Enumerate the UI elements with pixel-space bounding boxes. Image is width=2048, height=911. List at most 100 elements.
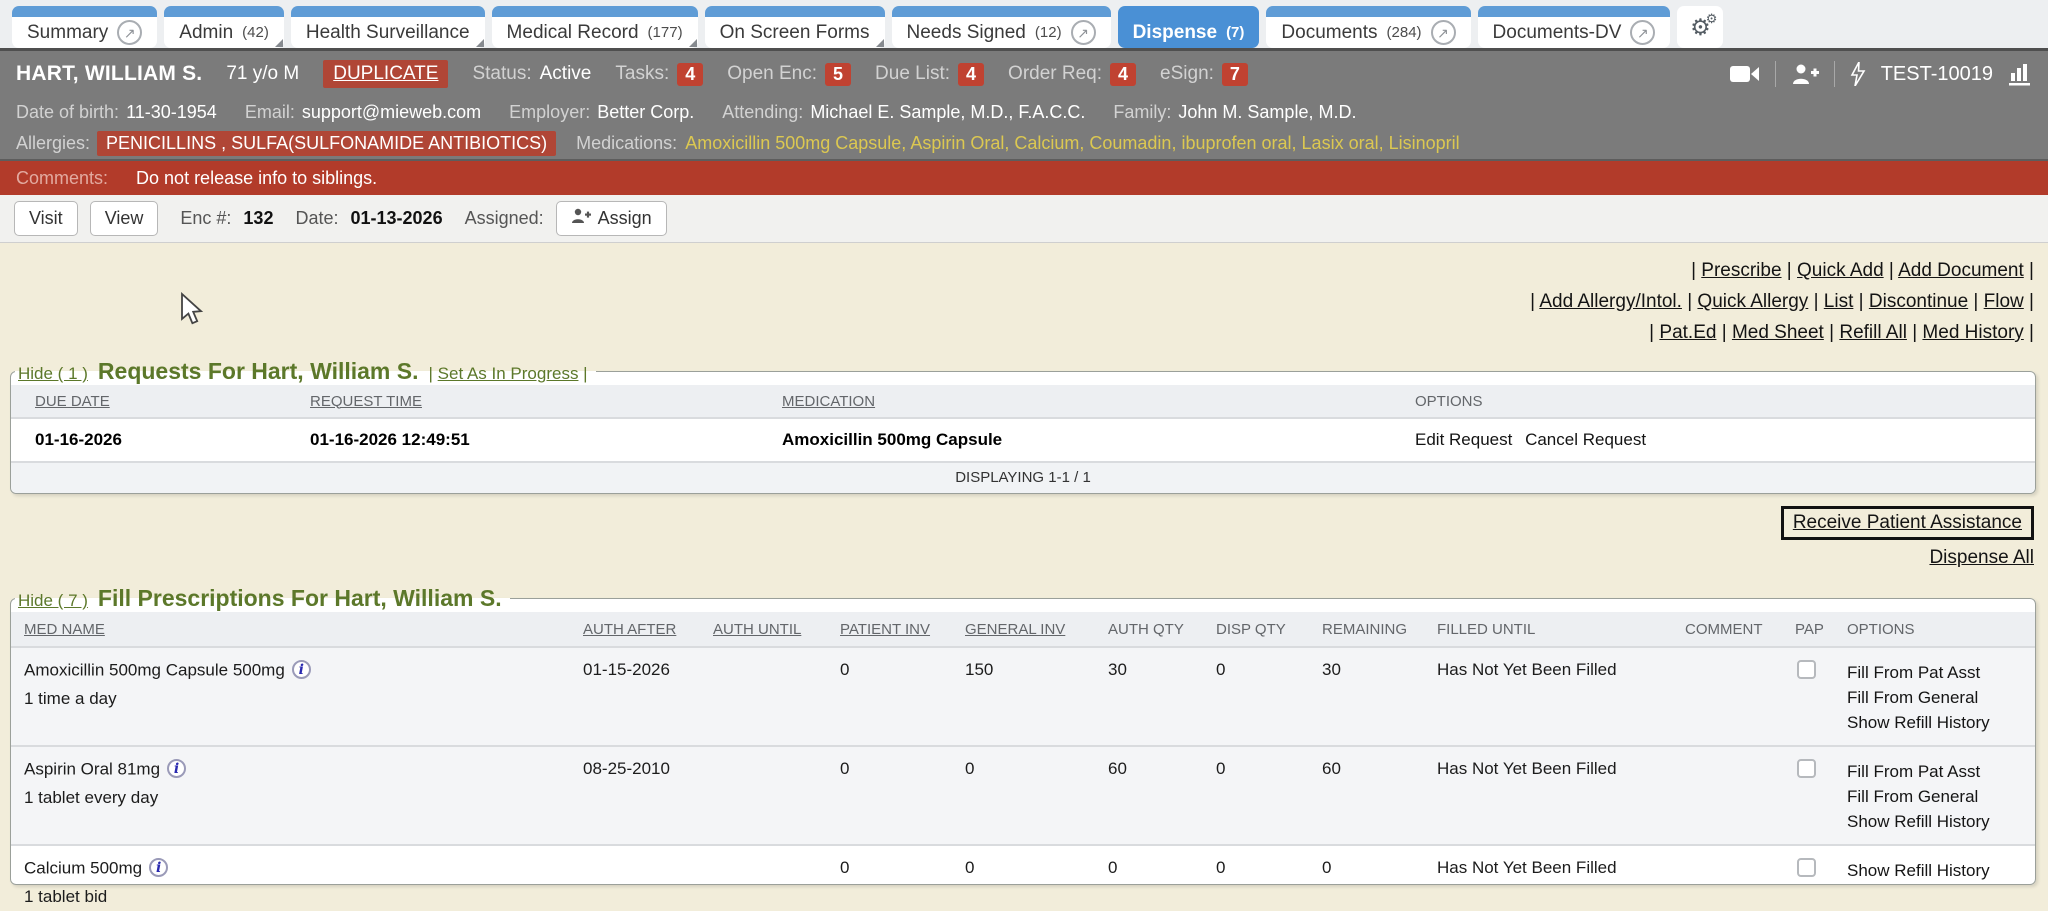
tab-admin[interactable]: Admin (42) — [164, 6, 284, 48]
col-due-date[interactable]: DUE DATE — [35, 392, 110, 410]
action-links-row-2: Add Allergy/Intol. Quick Allergy List Disco… — [0, 286, 2034, 317]
edit-request-link[interactable]: Edit Request — [1415, 430, 1513, 449]
video-camera-icon[interactable] — [1729, 64, 1760, 84]
fill-hide-link[interactable]: Hide ( 7 ) — [18, 591, 88, 610]
comment — [1685, 648, 1795, 670]
dropdown-fold-icon — [475, 39, 484, 47]
info-icon[interactable]: i — [149, 858, 169, 877]
fill-from-pat-asst-link[interactable]: Fill From Pat Asst — [1847, 663, 1981, 682]
external-link-icon[interactable]: ↗ — [117, 20, 143, 45]
fill-row-amoxicillin: Amoxicillin 500mg Capsule 500mg i 1 time … — [11, 648, 2035, 747]
fill-from-pat-asst-link[interactable]: Fill From Pat Asst — [1847, 762, 1981, 781]
auth-until — [713, 648, 840, 670]
tab-needs-signed[interactable]: Needs Signed (12) ↗ — [891, 6, 1111, 48]
pap-checkbox[interactable] — [1797, 858, 1816, 877]
tab-summary[interactable]: Summary ↗ — [12, 6, 158, 48]
action-links: Prescribe Quick Add Add Document Add Aller… — [0, 243, 2048, 348]
tab-label: Health Surveillance — [305, 21, 470, 43]
settings-gear-icon[interactable]: ⚙ ⚙ — [1677, 6, 1724, 48]
visit-button[interactable]: Visit — [14, 201, 78, 236]
enc-number-label: Enc #: — [180, 208, 232, 228]
col-auth-until[interactable]: AUTH UNTIL — [713, 620, 802, 638]
pap-checkbox[interactable] — [1797, 660, 1816, 679]
add-document-link[interactable]: Add Document — [1898, 260, 2024, 281]
requests-hide-link[interactable]: Hide ( 1 ) — [18, 364, 88, 383]
tab-on-screen-forms[interactable]: On Screen Forms — [704, 6, 885, 48]
refill-all-link[interactable]: Refill All — [1839, 322, 1907, 343]
add-person-icon[interactable] — [1791, 63, 1819, 85]
family-label: Family: — [1113, 102, 1172, 122]
discontinue-link[interactable]: Discontinue — [1868, 291, 1969, 312]
due-list-count-badge[interactable]: 4 — [958, 62, 985, 86]
allergies-label: Allergies: — [16, 133, 91, 153]
col-medication[interactable]: MEDICATION — [782, 392, 876, 410]
fill-from-general-link[interactable]: Fill From General — [1847, 787, 1979, 806]
duplicate-badge[interactable]: DUPLICATE — [323, 60, 449, 88]
comment — [1685, 846, 1795, 868]
info-icon[interactable]: i — [291, 660, 311, 679]
medication-link[interactable]: Lisinopril — [1388, 133, 1460, 153]
disp-qty: 0 — [1216, 759, 1226, 778]
bar-chart-icon[interactable] — [2008, 62, 2032, 86]
order-req-count-badge[interactable]: 4 — [1110, 62, 1137, 86]
tab-health-surveillance[interactable]: Health Surveillance — [290, 6, 485, 48]
external-link-icon[interactable]: ↗ — [1630, 20, 1656, 45]
tab-label: Needs Signed — [906, 21, 1026, 43]
tab-documents-dv[interactable]: Documents-DV ↗ — [1477, 6, 1671, 48]
add-allergy-link[interactable]: Add Allergy/Intol. — [1539, 291, 1682, 312]
external-link-icon[interactable]: ↗ — [1070, 20, 1096, 45]
medication-link[interactable]: Lasix oral — [1302, 133, 1389, 153]
esign-count-badge[interactable]: 7 — [1221, 62, 1248, 86]
employer-label: Employer: — [509, 102, 591, 122]
auth-after: 01-15-2026 — [583, 660, 670, 679]
info-icon[interactable]: i — [167, 759, 187, 778]
receive-patient-assistance-link[interactable]: Receive Patient Assistance — [1792, 512, 2022, 533]
set-in-progress-link[interactable]: Set As In Progress — [437, 364, 579, 383]
cancel-request-link[interactable]: Cancel Request — [1525, 430, 1647, 449]
medication-link[interactable]: Coumadin — [1089, 133, 1181, 153]
pat-ed-link[interactable]: Pat.Ed — [1659, 322, 1717, 343]
col-med-name[interactable]: MED NAME — [24, 620, 105, 638]
remaining: 30 — [1322, 660, 1341, 679]
patient-name-line: HART, WILLIAM S. 71 y/o M DUPLICATE Stat… — [0, 51, 2048, 97]
med-history-link[interactable]: Med History — [1922, 322, 2024, 343]
fill-from-general-link[interactable]: Fill From General — [1847, 688, 1979, 707]
medications-list: Amoxicillin 500mg CapsuleAspirin OralCal… — [685, 133, 1459, 154]
medication-link[interactable]: ibuprofen oral — [1181, 133, 1301, 153]
tab-documents[interactable]: Documents (284) ↗ — [1266, 6, 1471, 48]
tab-dispense[interactable]: Dispense (7) — [1117, 6, 1260, 48]
prescribe-link[interactable]: Prescribe — [1701, 260, 1782, 281]
dispense-all-link[interactable]: Dispense All — [1929, 547, 2034, 568]
show-refill-history-link[interactable]: Show Refill History — [1847, 713, 1990, 732]
quick-add-link[interactable]: Quick Add — [1797, 260, 1884, 281]
med-sheet-link[interactable]: Med Sheet — [1731, 322, 1824, 343]
col-auth-after[interactable]: AUTH AFTER — [583, 620, 677, 638]
list-link[interactable]: List — [1823, 291, 1854, 312]
quick-allergy-link[interactable]: Quick Allergy — [1697, 291, 1809, 312]
pap-checkbox[interactable] — [1797, 759, 1816, 778]
flow-link[interactable]: Flow — [1983, 291, 2024, 312]
med-name-cell: Amoxicillin 500mg Capsule 500mg i 1 time … — [11, 648, 583, 719]
col-request-time[interactable]: REQUEST TIME — [310, 392, 422, 410]
tab-label: Admin — [179, 21, 234, 43]
filled-until: Has Not Yet Been Filled — [1437, 660, 1617, 679]
allergies-badge[interactable]: PENICILLINS , SULFA(SULFONAMIDE ANTIBIOT… — [97, 131, 557, 156]
fill-options: Fill From Pat Asst Fill From General Sho… — [1847, 747, 2035, 844]
view-button[interactable]: View — [89, 201, 159, 236]
col-general-inv[interactable]: GENERAL INV — [965, 620, 1066, 638]
show-refill-history-link[interactable]: Show Refill History — [1847, 812, 1990, 831]
open-enc-count-badge[interactable]: 5 — [825, 62, 852, 86]
enc-date-value: 01-13-2026 — [350, 208, 443, 228]
tab-medical-record[interactable]: Medical Record (177) — [491, 6, 698, 48]
external-link-icon[interactable]: ↗ — [1430, 20, 1456, 45]
col-patient-inv[interactable]: PATIENT INV — [840, 620, 931, 638]
lightning-icon[interactable] — [1850, 62, 1866, 86]
divider — [1833, 61, 1835, 87]
medication-link[interactable]: Amoxicillin 500mg Capsule — [685, 133, 910, 153]
assign-button[interactable]: Assign — [555, 201, 667, 236]
show-refill-history-link[interactable]: Show Refill History — [1847, 861, 1990, 880]
medication-link[interactable]: Calcium — [1014, 133, 1089, 153]
tasks-count-badge[interactable]: 4 — [677, 62, 704, 86]
medication-link[interactable]: Aspirin Oral — [910, 133, 1014, 153]
disp-qty: 0 — [1216, 858, 1226, 877]
